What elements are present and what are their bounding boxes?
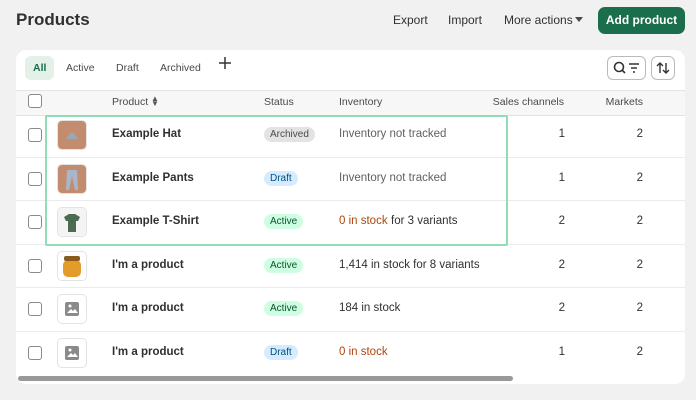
product-name[interactable]: Example Hat <box>112 128 182 140</box>
markets: 2 <box>636 258 643 271</box>
tab[interactable]: All <box>25 56 55 80</box>
table-row[interactable]: Example Pants Draft Inventory not tracked 1… <box>16 158 685 201</box>
column-header: Sales channels <box>492 96 564 108</box>
inventory: for 3 variants <box>391 215 458 227</box>
row-checkbox[interactable] <box>28 345 42 360</box>
sales-channels: 2 <box>558 258 565 271</box>
markets: 2 <box>636 302 643 314</box>
row-checkbox[interactable] <box>28 258 42 273</box>
status-badge: Active <box>264 301 304 316</box>
import-button[interactable]: Import <box>448 13 483 27</box>
table-row[interactable]: I'm a product Active 184 in stock 2 2 <box>16 288 685 332</box>
tab[interactable]: Draft <box>116 62 139 74</box>
scrollbar <box>18 376 513 381</box>
status-badge: Archived <box>264 127 315 142</box>
inventory: Inventory not tracked <box>339 171 447 184</box>
header-checkbox[interactable] <box>28 94 42 108</box>
product-thumbnail <box>57 120 87 150</box>
column-header: Status <box>264 96 294 108</box>
inventory-alert: 0 in stock <box>339 345 388 358</box>
sales-channels: 1 <box>558 128 565 140</box>
page-title: Products <box>16 10 90 29</box>
row-checkbox[interactable] <box>28 302 42 316</box>
product-name[interactable]: Example T-Shirt <box>112 215 199 227</box>
status-badge: Active <box>264 214 304 229</box>
markets: 2 <box>636 345 643 358</box>
product-thumbnail <box>57 207 87 237</box>
add-product-button[interactable]: Add product <box>598 7 685 34</box>
sales-channels: 2 <box>558 215 565 227</box>
product-thumbnail <box>57 294 87 324</box>
inventory: Inventory not tracked <box>339 128 447 140</box>
search-filter-button[interactable] <box>607 56 646 80</box>
sales-channels: 1 <box>558 345 565 358</box>
sales-channels: 2 <box>558 302 565 314</box>
markets: 2 <box>636 215 643 227</box>
table-row[interactable]: I'm a product Draft 0 in stock 1 2 <box>16 332 685 376</box>
status-badge: Draft <box>264 170 298 186</box>
column-header[interactable]: Product <box>112 96 149 108</box>
product-name[interactable]: Example Pants <box>112 171 194 184</box>
sort-caret: ▲ ▼ <box>151 94 159 108</box>
product-thumbnail <box>57 337 87 368</box>
column-header: Markets <box>605 96 643 108</box>
search-filter-icon <box>613 61 639 74</box>
inventory: 184 in stock <box>339 302 401 314</box>
markets: 2 <box>636 128 643 140</box>
export-button[interactable]: Export <box>393 13 428 27</box>
row-checkbox[interactable] <box>28 171 42 186</box>
highlight-box <box>45 115 508 246</box>
product-name[interactable]: I'm a product <box>112 345 184 358</box>
markets: 2 <box>636 171 643 184</box>
status-badge: Active <box>264 257 304 273</box>
table-header <box>16 90 685 116</box>
table-row[interactable]: Example Hat Archived Inventory not tracked… <box>16 114 685 158</box>
column-header: Inventory <box>339 96 383 108</box>
tab[interactable]: Active <box>66 62 95 74</box>
dropdown-caret <box>575 17 583 22</box>
row-checkbox[interactable] <box>28 215 42 229</box>
table-row[interactable]: I'm a product Active 1,414 in stock for 8 … <box>16 245 685 288</box>
tab[interactable]: Archived <box>160 62 201 74</box>
product-thumbnail <box>57 163 87 194</box>
more-actions-button[interactable]: More actions <box>504 13 573 27</box>
sort-icon <box>656 62 670 74</box>
products-card: All Active Draft Archived Product Status Inven… <box>16 50 685 384</box>
inventory: 1,414 in stock for 8 variants <box>339 258 480 271</box>
status-badge: Draft <box>264 344 298 360</box>
product-name[interactable]: I'm a product <box>112 302 184 314</box>
product-thumbnail <box>57 250 87 281</box>
inventory-alert: 0 in stock <box>339 215 388 227</box>
add-tab-button[interactable] <box>218 56 232 70</box>
sort-button[interactable] <box>651 56 675 80</box>
row-checkbox[interactable] <box>28 128 42 142</box>
product-name[interactable]: I'm a product <box>112 258 184 271</box>
sales-channels: 1 <box>558 171 565 184</box>
